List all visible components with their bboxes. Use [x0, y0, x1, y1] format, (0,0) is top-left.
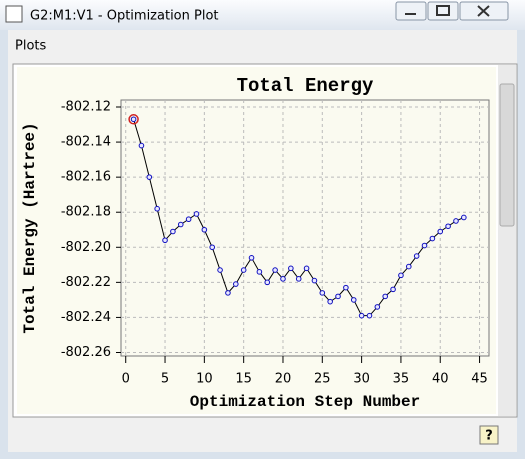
x-tick-label: 45	[471, 372, 488, 387]
chart: Total Energy Optimization Step Number To…	[17, 67, 496, 414]
data-point	[272, 267, 278, 273]
y-axis-label: Total Energy (Hartree)	[21, 122, 39, 333]
menu-item[interactable]: Plots	[15, 39, 47, 54]
data-point	[327, 298, 333, 305]
data-point	[209, 244, 216, 251]
x-tick-label: 0	[122, 372, 130, 387]
data-point	[453, 218, 459, 224]
data-point	[146, 174, 153, 180]
y-tick-label: -802.22	[61, 275, 111, 290]
window-title: G2:M1:V1 - Optimization Plot	[30, 9, 219, 24]
chart-title: Total Energy	[237, 75, 374, 97]
help-icon[interactable]: ?	[485, 429, 493, 444]
help-button[interactable]	[479, 425, 499, 445]
x-tick-label: 35	[393, 372, 410, 387]
minimize-button[interactable]	[395, 1, 427, 21]
plot-area	[120, 99, 490, 357]
data-point	[240, 267, 247, 273]
data-point	[154, 205, 160, 212]
y-tick-label: -802.24	[61, 310, 111, 325]
x-tick-label: 30	[353, 372, 370, 387]
data-point	[233, 281, 239, 287]
data-point	[382, 293, 389, 300]
data-point	[461, 214, 467, 221]
data-point	[405, 263, 412, 270]
x-tick-label: 10	[196, 372, 213, 387]
data-point	[295, 276, 302, 282]
data-point	[130, 116, 137, 123]
data-point	[366, 312, 373, 319]
x-axis-label: Optimization Step Number	[190, 393, 420, 411]
x-tick-label: 25	[314, 372, 331, 387]
data-point	[138, 142, 145, 149]
y-tick-label: -802.14	[61, 135, 111, 150]
data-point	[256, 269, 263, 275]
data-point	[390, 286, 396, 293]
data-point	[280, 276, 286, 282]
data-point	[413, 253, 420, 259]
data-point	[374, 304, 381, 310]
x-tick-label: 20	[275, 372, 292, 387]
data-point	[335, 293, 341, 300]
highlight-marker	[128, 114, 139, 125]
y-tick-label: -802.26	[61, 345, 111, 360]
data-point	[350, 297, 357, 303]
data-point	[162, 237, 168, 244]
data-point	[217, 267, 223, 273]
data-point	[264, 279, 271, 286]
data-point	[248, 255, 255, 261]
data-point	[421, 242, 428, 249]
y-tick-label: -802.16	[61, 170, 111, 185]
data-point	[429, 235, 436, 242]
x-tick-label: 5	[161, 372, 169, 387]
data-point	[193, 211, 200, 217]
x-tick-label: 40	[432, 372, 449, 387]
app-icon	[5, 5, 23, 23]
data-point	[319, 290, 326, 296]
data-point	[358, 312, 365, 319]
data-point	[398, 272, 404, 279]
y-tick-label: -802.12	[61, 100, 111, 115]
data-point	[225, 290, 231, 296]
y-tick-label: -802.18	[61, 205, 111, 220]
data-point	[437, 228, 444, 235]
data-point	[343, 284, 349, 291]
data-point	[445, 223, 451, 230]
y-tick-label: -802.20	[61, 240, 111, 255]
data-point	[288, 265, 294, 272]
x-tick-label: 15	[235, 372, 252, 387]
data-point	[185, 216, 192, 223]
data-point	[177, 221, 184, 228]
data-point	[311, 277, 318, 284]
data-point	[303, 265, 310, 272]
data-point	[201, 226, 208, 233]
scrollbar-thumb[interactable]	[499, 83, 515, 227]
maximize-button[interactable]	[427, 1, 459, 21]
data-point	[170, 228, 176, 235]
